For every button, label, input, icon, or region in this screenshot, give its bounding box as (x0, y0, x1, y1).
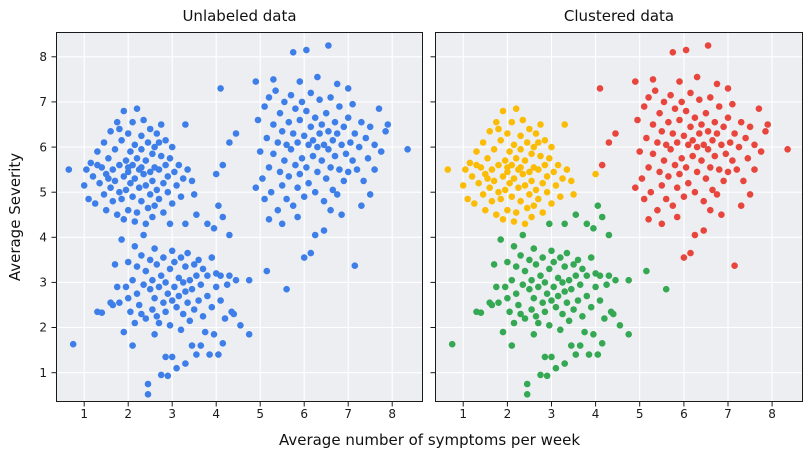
svg-text:1: 1 (39, 366, 47, 380)
panel-title-clustered: Clustered data (563, 7, 675, 25)
points-cluster-green (69, 202, 290, 398)
x-axis-label: Average number of symptoms per week (278, 431, 581, 449)
svg-text:7: 7 (344, 407, 352, 421)
x-ticks: 1 2 3 4 5 6 7 8 (459, 402, 776, 421)
svg-text:1: 1 (80, 407, 88, 421)
svg-text:7: 7 (39, 95, 47, 109)
gridlines (435, 32, 803, 402)
svg-text:4: 4 (39, 231, 47, 245)
svg-text:1: 1 (459, 407, 467, 421)
svg-text:6: 6 (300, 407, 308, 421)
svg-text:5: 5 (256, 407, 264, 421)
points-cluster-red (596, 42, 791, 269)
svg-text:8: 8 (39, 50, 47, 64)
svg-text:2: 2 (39, 321, 47, 335)
svg-text:5: 5 (636, 407, 644, 421)
svg-text:4: 4 (212, 407, 220, 421)
y-ticks: 1 2 3 4 5 6 7 8 (39, 50, 56, 380)
points-cluster-yellow (65, 105, 220, 228)
svg-text:5: 5 (39, 185, 47, 199)
svg-text:3: 3 (548, 407, 556, 421)
svg-text:3: 3 (168, 407, 176, 421)
plot-background (56, 32, 423, 402)
svg-text:2: 2 (504, 407, 512, 421)
svg-text:8: 8 (388, 407, 396, 421)
points-cluster-yellow (444, 105, 599, 228)
svg-text:3: 3 (39, 276, 47, 290)
x-ticks: 1 2 3 4 5 6 7 8 (80, 402, 396, 421)
points-cluster-green (448, 202, 670, 398)
scatter-plot-clustered: 1 2 3 4 5 6 7 8 (430, 32, 803, 421)
plot-border (435, 32, 803, 402)
plot-border (56, 32, 423, 402)
y-axis-label: Average Severity (6, 152, 24, 282)
y-ticks (430, 56, 435, 374)
svg-text:8: 8 (768, 407, 776, 421)
scatter-plot-unlabeled: 1 2 3 4 5 6 7 8 1 2 3 4 5 6 7 8 (39, 32, 423, 421)
svg-text:4: 4 (592, 407, 600, 421)
plot-background (435, 32, 803, 402)
points-cluster-red (217, 42, 411, 269)
svg-text:6: 6 (39, 140, 47, 154)
svg-text:2: 2 (124, 407, 132, 421)
panel-title-unlabeled: Unlabeled data (182, 7, 297, 25)
svg-text:7: 7 (724, 407, 732, 421)
svg-text:6: 6 (680, 407, 688, 421)
